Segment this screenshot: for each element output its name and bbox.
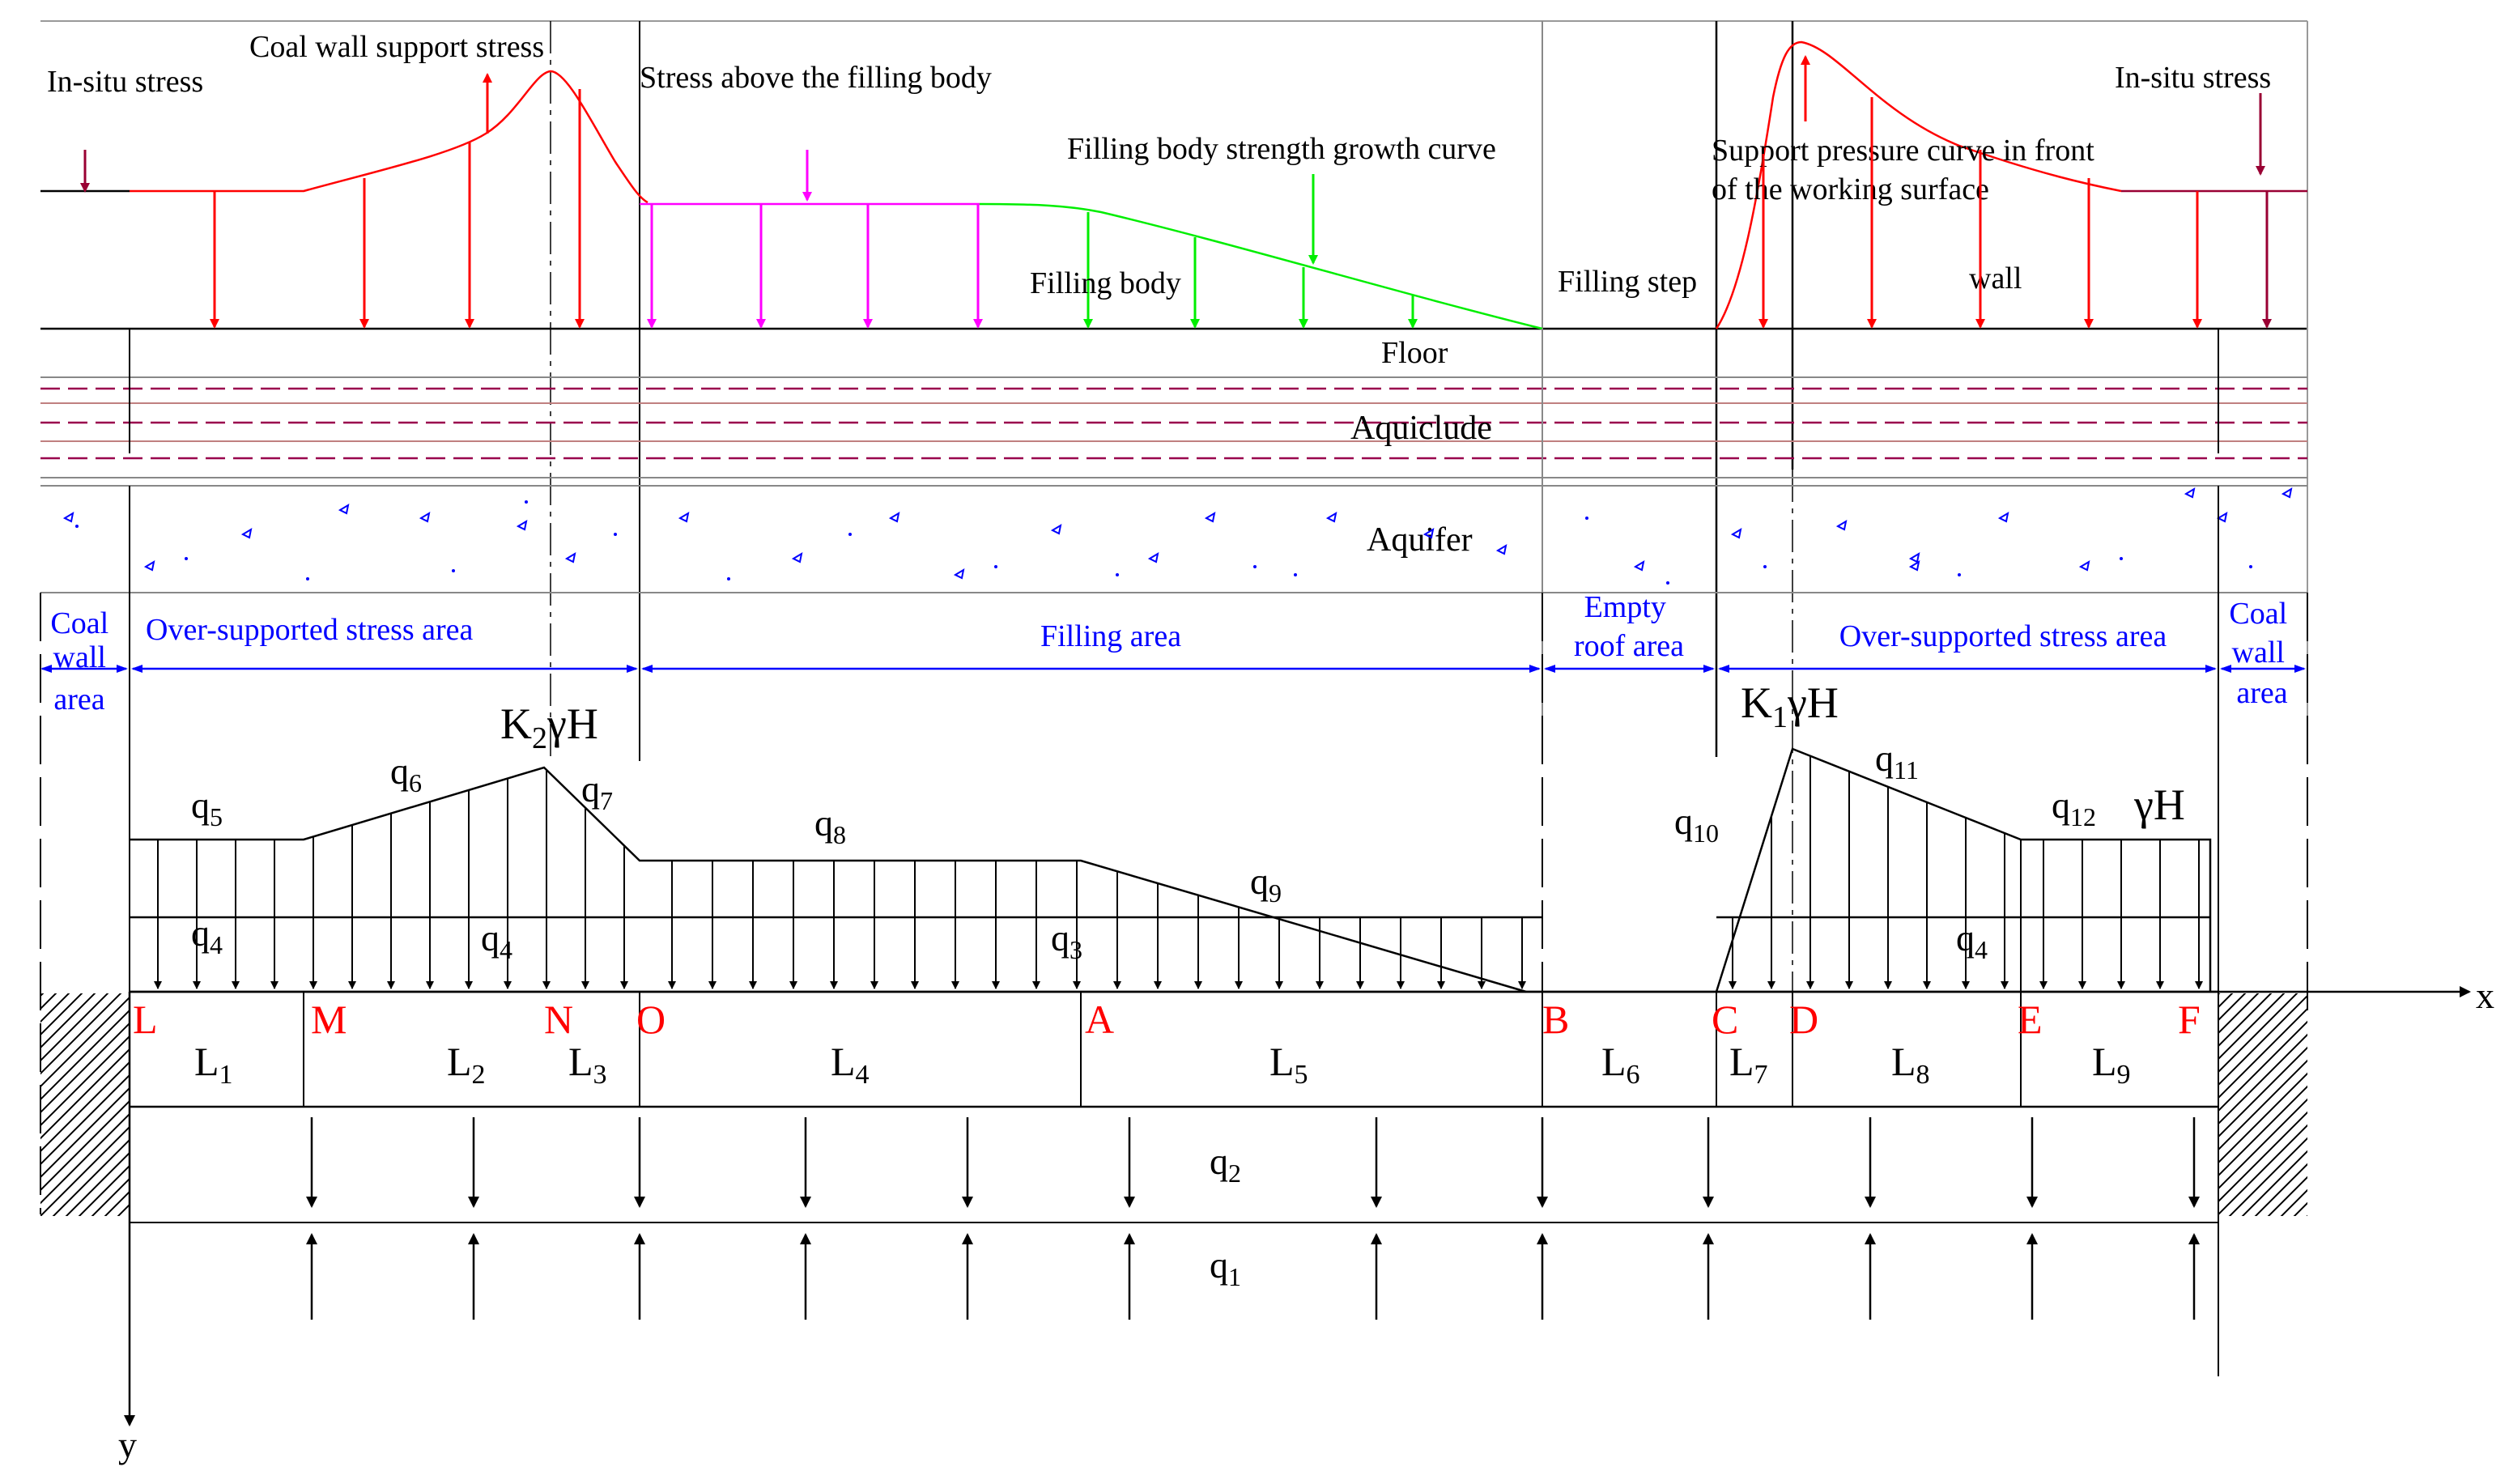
- aquiclude-label: Aquiclude: [1350, 410, 1492, 447]
- stress-panel: In-situ stress Coal wall support stress …: [40, 20, 2308, 1020]
- aquifer-particles: [62, 487, 2293, 580]
- segment-L5: L5: [1269, 1039, 1308, 1090]
- coal-wall-right-line3: area: [2236, 676, 2287, 710]
- y-axis-label: y: [118, 1424, 137, 1465]
- insitu-stress-right-label: In-situ stress: [2115, 61, 2271, 95]
- aquifer-dots: [75, 500, 2252, 585]
- point-M: M: [311, 997, 347, 1042]
- coal-wall-stress-arrows: [210, 89, 585, 329]
- support-pressure-curve: [1715, 40, 2122, 330]
- wall-label: wall: [1969, 262, 2022, 296]
- coal-wall-area-left-label: Coal wall area: [50, 606, 116, 716]
- point-F: F: [2178, 997, 2201, 1042]
- coal-wall-support-stress-curve: [130, 70, 649, 204]
- q3-label: q3: [1051, 917, 1082, 964]
- coal-wall-right-line2: wall: [2232, 636, 2285, 670]
- q6-label: q6: [390, 751, 422, 797]
- segment-L3: L3: [568, 1039, 607, 1090]
- segment-L6: L6: [1601, 1039, 1640, 1090]
- coal-wall-left-line3: area: [53, 682, 104, 716]
- k1-gamma-h-label: K1γH: [1741, 678, 1839, 734]
- q12-label: q12: [2052, 785, 2096, 831]
- beam-load-model: x y K2γH K1γH γH q5 q6 q7 q8 q9 q10 q11 …: [40, 678, 2494, 1465]
- filling-step-label: Filling step: [1558, 265, 1697, 299]
- point-O: O: [636, 997, 666, 1042]
- filling-stress-arrows: [647, 204, 983, 329]
- segment-L2: L2: [447, 1039, 486, 1090]
- k2-gamma-h-label: K2γH: [500, 699, 598, 755]
- q8-label: q8: [814, 802, 846, 849]
- empty-roof-line1: Empty: [1584, 590, 1666, 624]
- right-fixed-support: [2218, 993, 2307, 1216]
- support-pressure-label-line1: Support pressure curve in front: [1712, 134, 2094, 168]
- left-fixed-support: [40, 993, 130, 1216]
- point-C: C: [1712, 997, 1738, 1042]
- gamma-h-label: γH: [2133, 780, 2185, 829]
- point-E: E: [2018, 997, 2043, 1042]
- load-envelope-outline: [130, 766, 1527, 993]
- empty-roof-line2: roof area: [1574, 629, 1684, 663]
- point-N: N: [544, 997, 573, 1042]
- filling-area-label: Filling area: [1040, 619, 1181, 653]
- empty-roof-area-label: Empty roof area: [1574, 590, 1684, 663]
- stress-above-filling-label: Stress above the filling body: [640, 61, 992, 95]
- point-labels: L M N O A B C D E F: [133, 997, 2201, 1042]
- coal-wall-support-stress-label: Coal wall support stress: [249, 30, 544, 64]
- q11-label: q11: [1875, 738, 1919, 785]
- segment-L1: L1: [194, 1039, 233, 1090]
- x-axis-label: x: [2476, 975, 2494, 1016]
- q4a-label: q4: [191, 912, 223, 959]
- q2-label: q2: [1210, 1141, 1241, 1188]
- filling-strength-growth-curve: [979, 202, 1543, 330]
- q10-label: q10: [1674, 801, 1719, 848]
- floor-label: Floor: [1381, 336, 1448, 370]
- coal-wall-right-line1: Coal: [2229, 597, 2287, 631]
- q2-downward-arrows: [306, 1117, 2200, 1208]
- segment-labels: L1 L2 L3 L4 L5 L6 L7 L8 L9: [194, 1039, 2131, 1090]
- point-A: A: [1085, 997, 1114, 1042]
- segment-L8: L8: [1891, 1039, 1930, 1090]
- over-supported-left-label: Over-supported stress area: [146, 613, 474, 647]
- point-B: B: [1542, 997, 1569, 1042]
- coal-wall-left-line1: Coal: [50, 606, 108, 640]
- q-labels: q5 q6 q7 q8 q9 q10 q11 q12 q4 q4 q3 q4 q…: [191, 738, 2096, 1291]
- strata-layers: Floor Aquiclude Aquifer: [40, 329, 2307, 593]
- point-D: D: [1789, 997, 1818, 1042]
- coal-wall-area-right-label: Coal wall area: [2229, 597, 2294, 710]
- insitu-stress-left-label: In-situ stress: [47, 65, 203, 99]
- segment-L7: L7: [1729, 1039, 1768, 1090]
- segment-L4: L4: [831, 1039, 870, 1090]
- growth-stress-arrows: [1083, 212, 1418, 329]
- coal-wall-left-line2: wall: [53, 640, 106, 674]
- q5-label: q5: [191, 785, 223, 831]
- filling-body-label: Filling body: [1030, 266, 1181, 300]
- q4c-label: q4: [1956, 917, 1988, 964]
- q1-upward-arrows: [306, 1233, 2200, 1320]
- q4b-label: q4: [481, 917, 512, 964]
- distributed-load-arrows: [154, 755, 2203, 989]
- over-supported-right-label: Over-supported stress area: [1839, 619, 2167, 653]
- q1-label: q1: [1210, 1244, 1241, 1291]
- q7-label: q7: [581, 768, 613, 815]
- growth-curve-label: Filling body strength growth curve: [1067, 132, 1496, 166]
- support-pressure-label-line2: of the working surface: [1712, 172, 1989, 206]
- aquifer-label: Aquifer: [1367, 521, 1473, 559]
- segment-L9: L9: [2092, 1039, 2131, 1090]
- support-pressure-arrows: [1758, 97, 2272, 329]
- point-L: L: [133, 997, 158, 1042]
- q9-label: q9: [1250, 861, 1282, 908]
